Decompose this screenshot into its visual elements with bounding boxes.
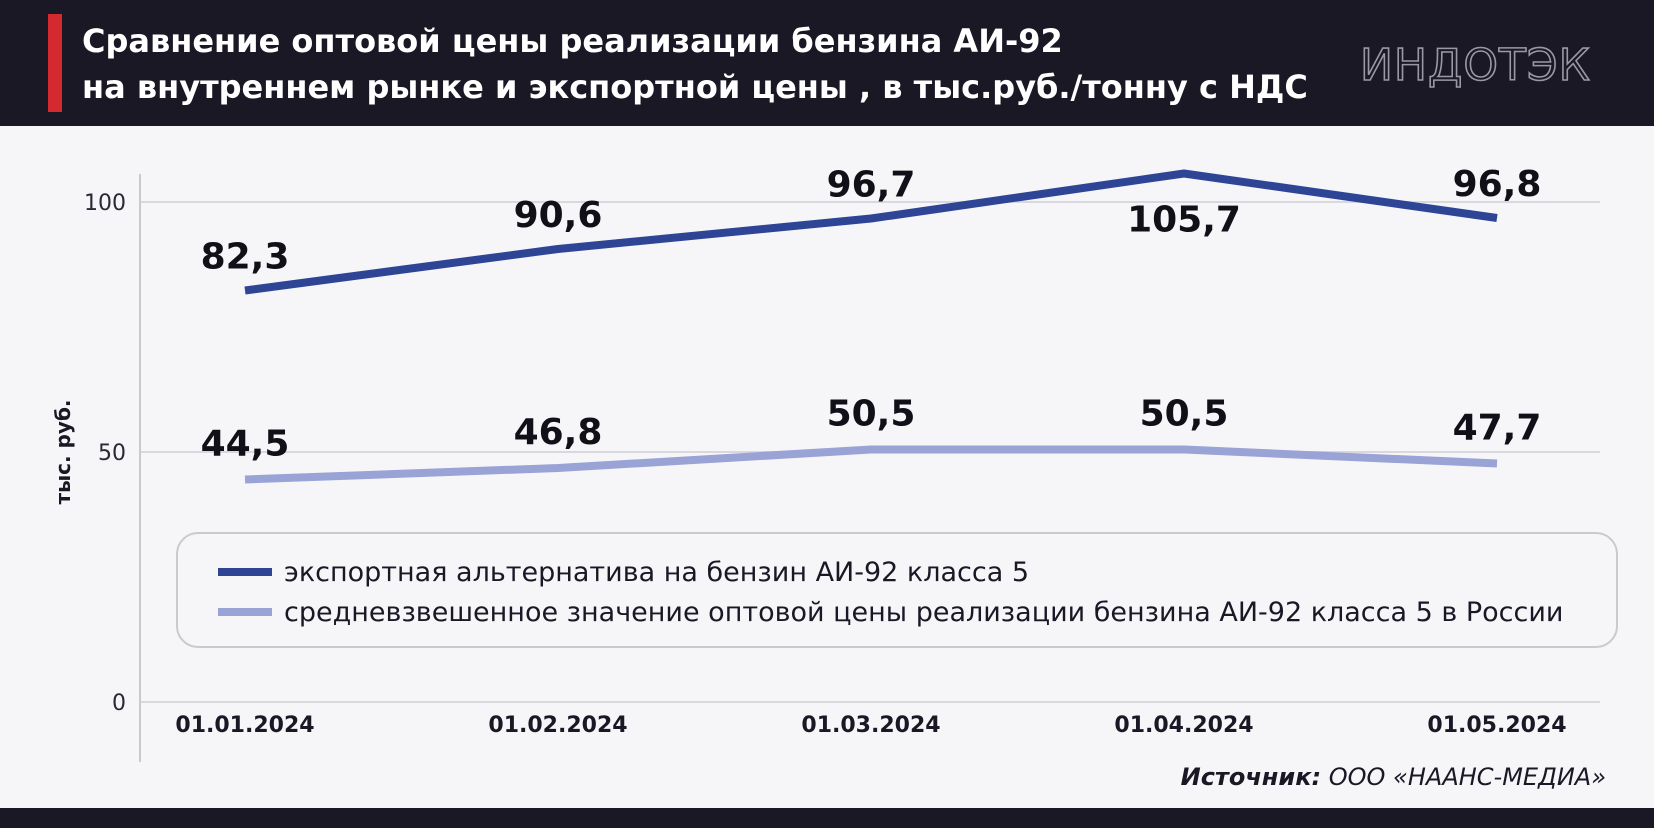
brand-logo: ИНДОТЭК — [1360, 40, 1591, 90]
x-tick-label: 01.01.2024 — [175, 713, 314, 738]
legend-item-domestic: средневзвешенное значение оптовой цены р… — [218, 592, 1563, 632]
data-label: 96,8 — [1453, 164, 1542, 205]
y-tick-label: 50 — [98, 441, 126, 466]
x-tick-label: 01.04.2024 — [1114, 713, 1253, 738]
x-tick-label: 01.03.2024 — [801, 713, 940, 738]
source-note: Источник: ООО «НААНС-МЕДИА» — [1181, 763, 1606, 791]
legend-swatch-export — [218, 568, 272, 576]
data-label: 82,3 — [201, 237, 290, 278]
header-bar: Сравнение оптовой цены реализации бензин… — [0, 0, 1654, 126]
y-tick-label: 100 — [84, 191, 126, 216]
footer-bar — [0, 808, 1654, 828]
data-label: 90,6 — [514, 195, 603, 236]
logo-text: ИНДОТЭК — [1360, 40, 1591, 90]
accent-bar — [48, 14, 62, 112]
data-label: 47,7 — [1453, 408, 1542, 449]
chart-panel — [0, 126, 1654, 808]
legend-label-export: экспортная альтернатива на бензин АИ-92 … — [284, 556, 1030, 588]
chart-legend: экспортная альтернатива на бензин АИ-92 … — [176, 532, 1618, 648]
data-label: 44,5 — [201, 424, 290, 465]
legend-swatch-domestic — [218, 608, 272, 616]
title-line-2: на внутреннем рынке и экспортной цены , … — [82, 68, 1308, 106]
title-line-1: Сравнение оптовой цены реализации бензин… — [82, 22, 1063, 60]
data-label: 50,5 — [827, 394, 916, 435]
data-label: 96,7 — [827, 165, 916, 206]
x-tick-label: 01.05.2024 — [1427, 713, 1566, 738]
data-label: 46,8 — [514, 412, 603, 453]
data-label-layer: 82,3 90,6 96,7 105,7 96,8 44,5 46,8 50,5 50,5 47,… — [201, 164, 1542, 465]
legend-label-domestic: средневзвешенное значение оптовой цены р… — [284, 596, 1564, 628]
series-layer — [244, 169, 1498, 484]
data-label: 50,5 — [1140, 394, 1229, 435]
y-tick-label: 0 — [112, 691, 126, 716]
source-value: ООО «НААНС-МЕДИА» — [1328, 763, 1606, 791]
source-label: Источник: — [1180, 763, 1322, 791]
legend-item-export: экспортная альтернатива на бензин АИ-92 … — [218, 552, 1029, 592]
page-title: Сравнение оптовой цены реализации бензин… — [82, 18, 1308, 110]
y-axis-title: тыс. руб. — [51, 399, 75, 504]
series-line-domestic — [244, 445, 1498, 484]
x-tick-label: 01.02.2024 — [488, 713, 627, 738]
axis-layer: 0 50 100 тыс. руб. 01.01.2024 01.02.2024 01.03… — [51, 174, 1567, 762]
data-label: 105,7 — [1127, 200, 1241, 241]
